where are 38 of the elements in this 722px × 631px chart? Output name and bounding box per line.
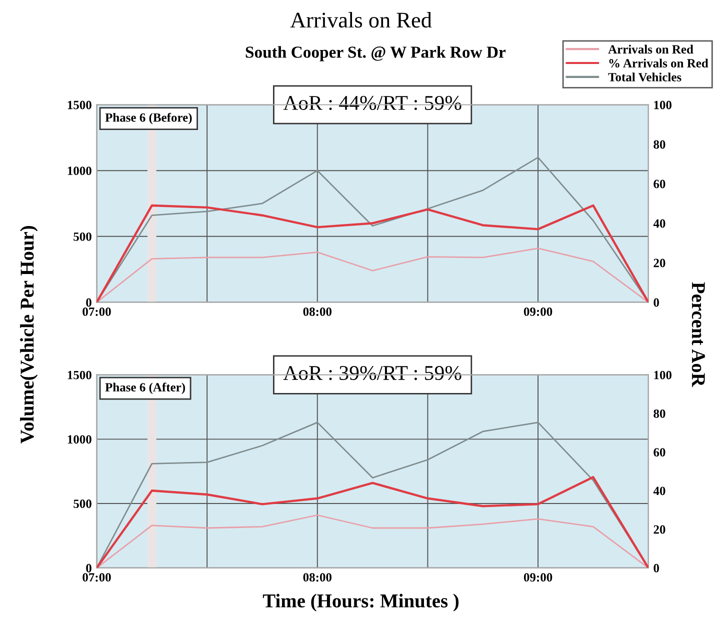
- y2-tick-label: 60: [654, 448, 666, 457]
- x-tick-label: 08:00: [303, 573, 332, 582]
- y2-tick-label: 40: [653, 486, 666, 496]
- y2-axis-title: Percent AoR: [692, 282, 705, 388]
- legend-label: Arrivals on Red: [608, 44, 694, 54]
- annotation: Phase 6 (After): [105, 382, 185, 394]
- x-tick-label: 07:00: [82, 573, 111, 582]
- y2-tick-label: 0: [654, 298, 659, 307]
- y2-tick-label: 80: [654, 409, 666, 418]
- y2-tick-label: 100: [654, 100, 672, 110]
- legend-label: Total Vehicles: [608, 72, 682, 82]
- y-tick-label: 500: [74, 232, 92, 241]
- x-tick-label: 07:00: [82, 307, 111, 316]
- annotation: AoR : 44%/RT : 59%: [283, 96, 462, 110]
- x-tick-label: 09:00: [524, 307, 552, 316]
- y2-tick-label: 60: [654, 180, 666, 188]
- annotation: AoR : 39%/RT : 59%: [283, 366, 462, 380]
- y-axis-title: Volume(Vehicle Per Hour): [20, 226, 38, 444]
- y-tick-label: 0: [86, 564, 92, 572]
- y2-tick-label: 20: [654, 525, 666, 534]
- y2-tick-label: 20: [654, 258, 666, 268]
- x-tick-label: 09:00: [524, 573, 552, 582]
- annotation: Phase 6 (Before): [105, 112, 192, 124]
- chart-title: Arrivals on Red: [290, 12, 432, 28]
- y-tick-label: 1500: [68, 100, 92, 110]
- y2-tick-label: 100: [654, 370, 672, 380]
- x-tick-label: 08:00: [303, 307, 332, 316]
- y-tick-label: 1000: [68, 166, 92, 176]
- y-tick-label: 1000: [68, 435, 92, 444]
- legend-label: % Arrivals on Red: [609, 58, 708, 68]
- y2-tick-label: 40: [653, 219, 666, 228]
- y2-tick-label: 80: [654, 140, 666, 149]
- y2-tick-label: 0: [654, 564, 659, 572]
- chart-subtitle: South Cooper St. @ W Park Row Dr: [246, 46, 506, 62]
- x-axis-title: Time (Hours: Minutes ): [262, 594, 459, 612]
- y-tick-label: 0: [86, 298, 92, 307]
- y-tick-label: 500: [74, 500, 92, 508]
- y-tick-label: 1500: [68, 370, 92, 380]
